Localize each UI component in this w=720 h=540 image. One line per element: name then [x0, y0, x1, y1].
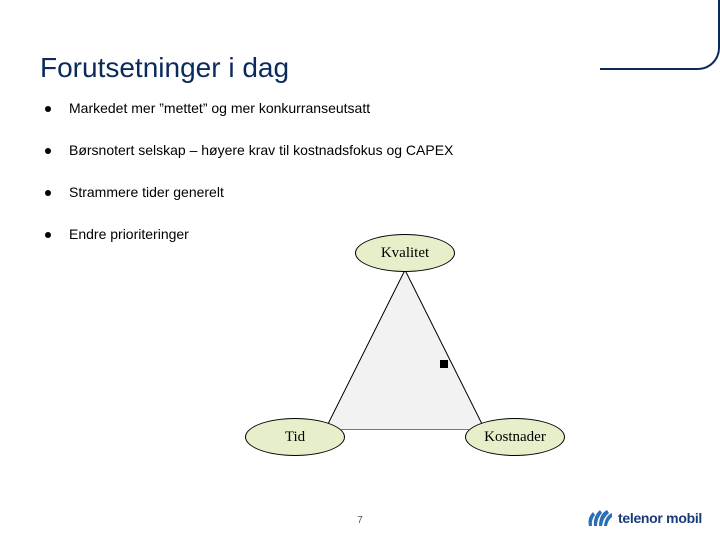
triangle-poly — [325, 270, 485, 430]
bullet-text: Børsnotert selskap – høyere krav til kos… — [69, 142, 453, 158]
list-item: Strammere tider generelt — [45, 184, 665, 200]
bullet-icon — [45, 232, 51, 238]
logo: telenor mobil — [585, 506, 702, 530]
oval-left-label: Tid — [285, 429, 305, 446]
triangle-shape — [325, 270, 485, 430]
oval-left: Tid — [245, 418, 345, 456]
triangle-diagram: Kvalitet Tid Kostnader — [240, 240, 570, 470]
bullet-icon — [45, 148, 51, 154]
bullet-text: Endre prioriteringer — [69, 226, 189, 242]
logo-text: telenor mobil — [618, 510, 702, 526]
page-number: 7 — [357, 515, 363, 526]
bullet-text: Strammere tider generelt — [69, 184, 224, 200]
oval-top-label: Kvalitet — [381, 245, 429, 262]
bullet-icon — [45, 106, 51, 112]
oval-top: Kvalitet — [355, 234, 455, 272]
bullet-text: Markedet mer ”mettet” og mer konkurranse… — [69, 100, 370, 116]
logo-fan-icon — [585, 506, 613, 530]
oval-right-label: Kostnader — [484, 429, 546, 446]
list-item: Markedet mer ”mettet” og mer konkurranse… — [45, 100, 665, 116]
slide-title: Forutsetninger i dag — [40, 52, 289, 84]
marker-square — [440, 360, 448, 368]
bullet-icon — [45, 190, 51, 196]
oval-right: Kostnader — [465, 418, 565, 456]
list-item: Børsnotert selskap – høyere krav til kos… — [45, 142, 665, 158]
corner-accent — [600, 0, 720, 70]
